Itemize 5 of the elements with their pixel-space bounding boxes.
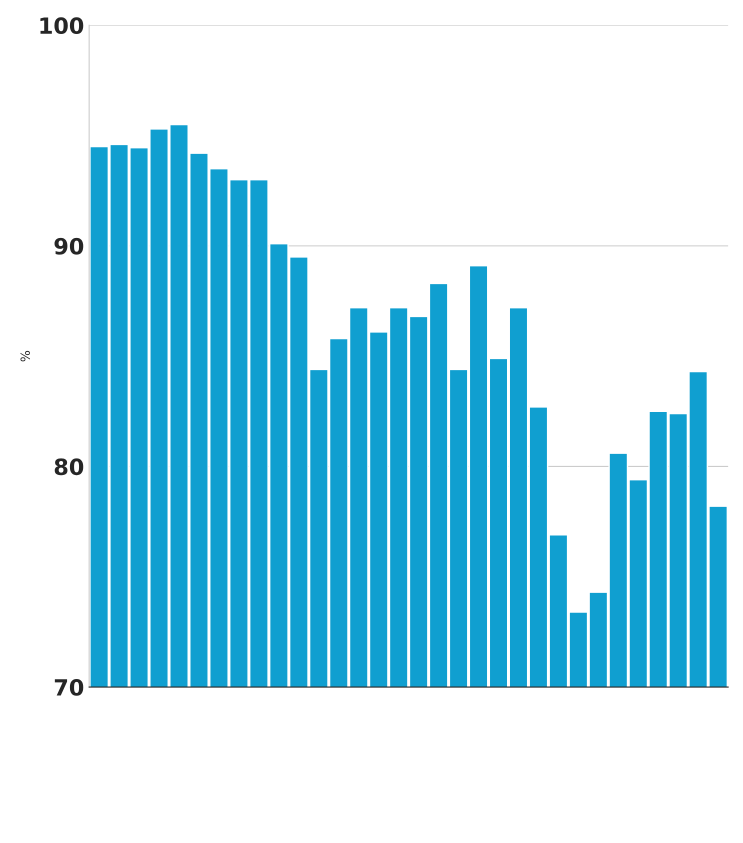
y-tick-label: 90 (54, 238, 84, 255)
y-axis-title: % (20, 350, 30, 362)
y-tick-label: 80 (54, 458, 84, 476)
y-tick-label: 100 (40, 17, 84, 34)
y-tick-label: 70 (54, 678, 84, 696)
